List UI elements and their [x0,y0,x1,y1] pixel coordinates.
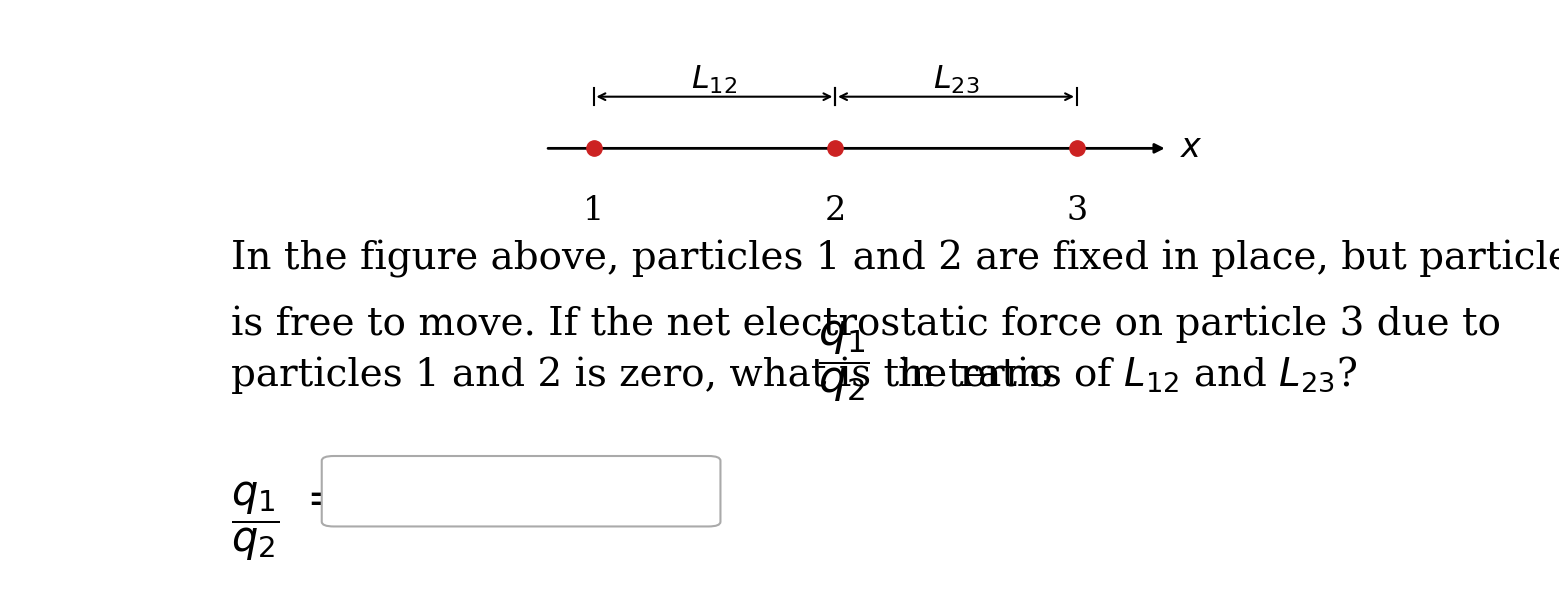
Text: $\dfrac{q_1}{q_2}$: $\dfrac{q_1}{q_2}$ [231,479,279,562]
Text: In the figure above, particles 1 and 2 are fixed in place, but particle 3: In the figure above, particles 1 and 2 a… [231,240,1559,278]
Text: $=$: $=$ [298,476,341,520]
Text: in terms of $L_{12}$ and $L_{23}$?: in terms of $L_{12}$ and $L_{23}$? [886,354,1356,394]
Text: $x$: $x$ [1180,132,1202,164]
Text: 1: 1 [583,195,605,228]
Text: $L_{12}$: $L_{12}$ [691,63,737,96]
Text: 3: 3 [1066,195,1088,228]
Text: is free to move. If the net electrostatic force on particle 3 due to: is free to move. If the net electrostati… [231,306,1501,343]
Text: $L_{23}$: $L_{23}$ [932,63,979,96]
Text: particles 1 and 2 is zero, what is the ratio: particles 1 and 2 is zero, what is the r… [231,356,1065,393]
Text: $\dfrac{q_1}{q_2}$: $\dfrac{q_1}{q_2}$ [818,318,870,404]
FancyBboxPatch shape [321,456,720,526]
Text: 2: 2 [825,195,847,228]
